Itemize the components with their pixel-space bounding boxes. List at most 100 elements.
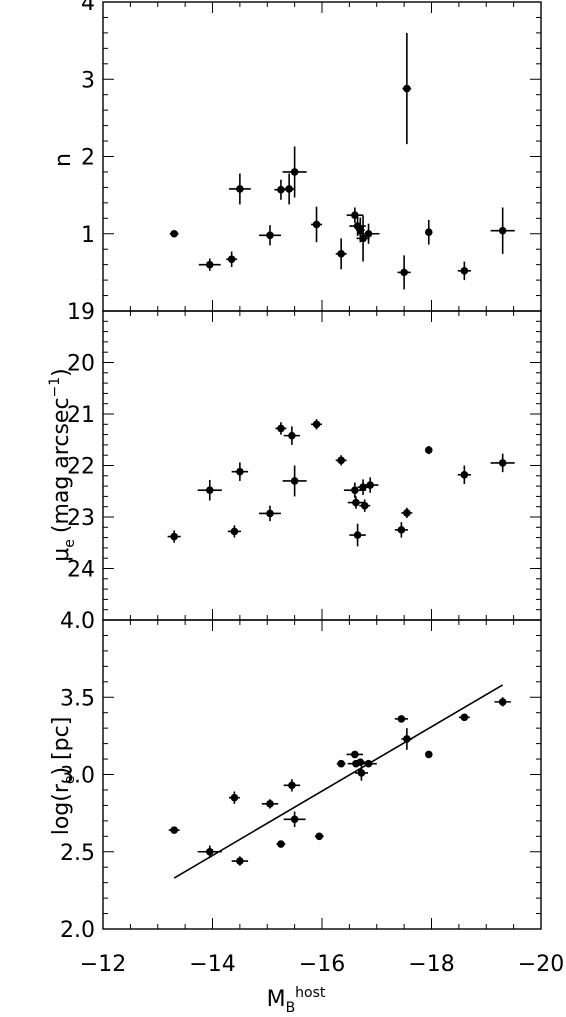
point-marker xyxy=(403,84,411,93)
data-point xyxy=(457,465,471,485)
point-marker xyxy=(498,226,507,235)
point-marker xyxy=(364,229,373,238)
data-point xyxy=(359,499,371,512)
point-marker xyxy=(315,832,324,841)
svg-text:log(re) [pc]: log(re) [pc] xyxy=(49,717,78,836)
data-point xyxy=(259,505,281,522)
data-point xyxy=(231,462,249,481)
data-point xyxy=(355,217,365,243)
data-point xyxy=(394,522,408,538)
panel-mu_e: 19 20 21 22 23 24 xyxy=(67,300,542,621)
x-axis-title-main: M xyxy=(267,987,286,1012)
panel-frame xyxy=(102,1,542,312)
x-tick-label: −14 xyxy=(189,952,235,977)
data-point xyxy=(197,845,222,858)
point-marker xyxy=(357,769,366,777)
point-marker xyxy=(424,228,433,237)
point-marker xyxy=(366,481,374,489)
point-marker xyxy=(352,498,360,507)
panel-n: 1 2 3 4 xyxy=(81,0,542,312)
y-tick-label: 19 xyxy=(67,300,95,325)
data-point xyxy=(283,173,295,205)
y-axis-title-n-text: n xyxy=(51,153,76,167)
point-marker xyxy=(460,470,469,479)
data-point xyxy=(349,523,366,547)
x-axis-title-sup: host xyxy=(295,985,326,1001)
point-marker xyxy=(312,420,321,429)
point-marker xyxy=(360,501,369,510)
y-tick-label: 2 xyxy=(81,146,95,171)
data-point xyxy=(354,765,368,781)
data-point xyxy=(490,207,515,254)
panel-frame xyxy=(102,310,542,621)
data-point xyxy=(424,219,433,245)
data-point xyxy=(336,759,346,768)
data-point xyxy=(346,207,364,223)
panel-log_re: 2.0 2.5 3.0 3.5 4.0 xyxy=(60,609,542,943)
y-tick-label: 22 xyxy=(67,455,95,480)
point-marker xyxy=(400,268,408,277)
point-marker xyxy=(312,220,321,229)
log-pre: log(r xyxy=(49,783,74,835)
point-marker xyxy=(351,211,359,220)
point-marker xyxy=(285,185,293,193)
x-axis-title-sub: B xyxy=(286,1000,296,1016)
point-marker xyxy=(364,759,373,768)
point-marker xyxy=(288,431,296,440)
point-marker xyxy=(351,486,359,495)
data-point xyxy=(167,530,181,543)
point-marker xyxy=(170,532,178,541)
data-point xyxy=(401,507,413,519)
point-marker xyxy=(230,793,239,802)
y-tick-label: 4.0 xyxy=(60,609,95,634)
point-marker xyxy=(424,446,433,454)
point-marker xyxy=(277,185,285,194)
point-marker xyxy=(236,857,244,865)
data-point xyxy=(282,146,307,198)
mu-sub: e xyxy=(62,539,78,548)
svg-text:μe(mag arcsec−1): μe (mag arcsec−1) xyxy=(47,368,78,562)
point-marker xyxy=(266,231,274,240)
point-marker xyxy=(397,526,406,534)
fit-line xyxy=(173,684,504,879)
y-tick-label: 4 xyxy=(81,0,95,16)
mu-symbol: μ xyxy=(49,548,74,562)
point-marker xyxy=(356,226,365,234)
point-marker xyxy=(277,840,285,848)
point-marker xyxy=(266,509,274,518)
point-marker xyxy=(290,815,299,824)
data-point xyxy=(226,251,238,267)
y-tick-label: 21 xyxy=(67,403,95,428)
point-marker xyxy=(227,255,236,264)
y-tick-label: 20 xyxy=(67,352,95,377)
point-marker xyxy=(170,229,178,238)
y-axis-title-log: log(re) [pc] xyxy=(49,717,78,836)
y-tick-label: 3.0 xyxy=(60,764,95,789)
x-axis-title: MBhost xyxy=(267,985,326,1016)
data-point xyxy=(198,258,221,271)
point-marker xyxy=(460,267,469,275)
point-marker xyxy=(356,758,365,766)
point-marker xyxy=(460,713,469,722)
y-axis-title-mu: μe (mag arcsec−1) xyxy=(47,368,78,562)
data-point xyxy=(458,713,470,722)
y-tick-label: 24 xyxy=(67,558,95,583)
data-point xyxy=(335,238,347,270)
data-point xyxy=(311,206,322,243)
data-point xyxy=(197,479,222,501)
data-point xyxy=(424,750,433,759)
point-marker xyxy=(403,509,411,517)
point-marker xyxy=(403,735,411,743)
point-marker xyxy=(337,456,345,465)
point-marker xyxy=(205,847,214,856)
data-point xyxy=(360,759,377,768)
data-point xyxy=(346,750,364,759)
data-point xyxy=(402,32,412,145)
data-point xyxy=(397,255,411,290)
data-point xyxy=(231,856,249,866)
point-marker xyxy=(290,168,299,176)
point-marker xyxy=(236,185,244,193)
data-point xyxy=(401,728,413,750)
